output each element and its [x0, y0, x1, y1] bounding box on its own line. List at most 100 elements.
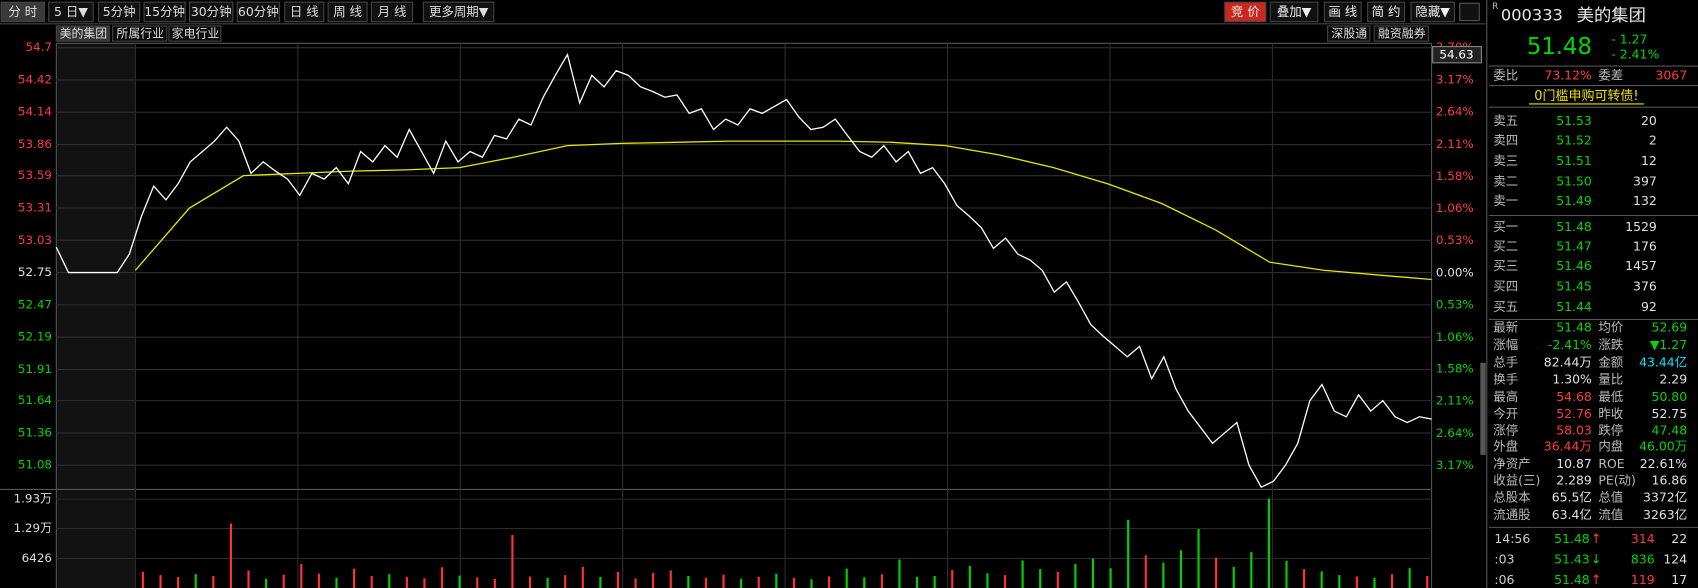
stat-label: 总值 — [1598, 490, 1623, 505]
avg-line — [134, 140, 1432, 281]
stat-value: 10.87 — [1556, 456, 1592, 471]
tab[interactable] — [112, 25, 168, 42]
period-label[interactable]: 5分钟 — [103, 4, 136, 19]
y2-tick-label: 1.06% — [1436, 201, 1474, 215]
stat-value: 58.03 — [1556, 422, 1592, 437]
period-label[interactable]: 30分钟 — [191, 4, 232, 19]
scrollbar[interactable] — [1480, 362, 1486, 455]
volume-bar — [1144, 555, 1147, 588]
volume-bar — [159, 575, 162, 588]
y-tick-label: 52.75 — [18, 265, 52, 279]
data-tab-label[interactable]: 融资融券 — [1378, 27, 1426, 41]
book-label: 卖二 — [1493, 173, 1518, 188]
period-button[interactable] — [188, 1, 234, 23]
period-button[interactable] — [327, 1, 368, 23]
trade-time: 14:56 — [1494, 531, 1530, 546]
tab[interactable] — [55, 25, 110, 42]
stat-label: 换手 — [1493, 372, 1518, 387]
period-button[interactable] — [284, 1, 325, 23]
tool-label[interactable]: 叠加▼ — [1277, 4, 1312, 19]
tool-button[interactable] — [1224, 1, 1267, 23]
stock-name: 美的集团 — [1577, 6, 1646, 26]
tool-button[interactable] — [1323, 1, 1362, 23]
period-button[interactable] — [422, 1, 495, 23]
book-label: 买一 — [1493, 219, 1518, 234]
period-button[interactable] — [143, 1, 186, 23]
period-label[interactable]: 60分钟 — [238, 4, 279, 19]
period-label[interactable]: 更多周期▼ — [429, 4, 489, 19]
tab-label[interactable]: 美的集团 — [60, 27, 108, 41]
volume-bar — [775, 573, 778, 588]
period-button[interactable] — [48, 1, 94, 23]
y2-tick-label: 3.17% — [1436, 458, 1474, 472]
trade-arrow: ↓ — [1591, 552, 1602, 567]
period-label[interactable]: 月 线 — [378, 4, 407, 19]
stat-value: 47.48 — [1652, 422, 1688, 437]
tool-button[interactable] — [1367, 1, 1406, 23]
stat-value: 82.44万 — [1544, 354, 1592, 369]
period-button[interactable] — [370, 1, 414, 23]
data-tab[interactable] — [1373, 25, 1429, 42]
data-tab-label[interactable]: 深股通 — [1331, 27, 1367, 41]
tab-label[interactable]: 家电行业 — [172, 27, 220, 41]
period-label[interactable]: 15分钟 — [144, 4, 185, 19]
volume-bar — [1355, 576, 1358, 588]
tool-button[interactable] — [1269, 1, 1319, 23]
period-label[interactable]: 分 时 — [8, 4, 37, 19]
stat-value: 2.289 — [1556, 472, 1592, 487]
trade-time: :03 — [1494, 551, 1514, 566]
volume-bar — [1003, 575, 1007, 588]
period-label[interactable]: 5 日▼ — [54, 4, 88, 19]
diff-label: 委差 — [1598, 67, 1623, 82]
period-label[interactable]: 周 线 — [333, 4, 362, 19]
trade-count: 17 — [1671, 572, 1687, 587]
fullscreen-button[interactable] — [1459, 2, 1480, 22]
cursor-price-box — [1432, 46, 1482, 64]
tool-label[interactable]: 画 线 — [1328, 4, 1357, 19]
diff: 3067 — [1655, 67, 1687, 82]
volume-tick-label: 1.29万 — [14, 521, 53, 535]
volume-bar — [880, 574, 883, 588]
data-tab[interactable] — [1327, 25, 1371, 42]
stat-value: 52.76 — [1556, 406, 1592, 421]
book-price: 51.51 — [1556, 153, 1592, 168]
tool-label[interactable]: 简 约 — [1372, 4, 1401, 19]
stat-value: 3263亿 — [1643, 507, 1687, 522]
tab[interactable] — [168, 25, 222, 42]
last-price: 51.48 — [1527, 34, 1592, 60]
stat-label: 均价 — [1598, 320, 1623, 335]
notice[interactable]: 0门槛申购可转债! — [1534, 88, 1638, 104]
volume-bar — [810, 579, 813, 588]
volume-bar — [704, 577, 708, 588]
volume-bar — [599, 576, 602, 588]
period-label[interactable]: 日 线 — [290, 4, 319, 19]
volume-bar — [1127, 519, 1130, 588]
y2-tick-label: 1.06% — [1436, 330, 1474, 344]
volume-bar — [1179, 550, 1183, 588]
stat-value: 3372亿 — [1643, 490, 1687, 505]
y-tick-label: 51.36 — [18, 425, 52, 439]
volume-bar — [493, 578, 496, 588]
tab-label[interactable]: 所属行业 — [116, 27, 164, 41]
tool-button[interactable] — [1410, 1, 1455, 23]
stat-label: 跌停 — [1598, 422, 1623, 437]
period-button[interactable] — [0, 1, 45, 23]
volume-bar — [1285, 560, 1288, 588]
trade-arrow: ↑ — [1591, 573, 1602, 588]
stat-label: 量比 — [1598, 372, 1623, 387]
period-button[interactable] — [98, 1, 141, 23]
y-tick-label: 51.08 — [18, 458, 52, 472]
trade-count: 22 — [1671, 531, 1687, 546]
tool-label[interactable]: 隐藏▼ — [1415, 4, 1450, 19]
period-button[interactable] — [236, 1, 280, 23]
stat-value: 22.61% — [1640, 456, 1688, 471]
book-volume: 397 — [1633, 173, 1657, 188]
trade-price: 51.48 — [1554, 572, 1590, 587]
tool-label[interactable]: 竞 价 — [1231, 4, 1260, 19]
volume-bar — [1320, 571, 1323, 588]
stat-value: 54.68 — [1556, 389, 1592, 404]
volume-bar — [229, 523, 233, 588]
stat-label: 流值 — [1598, 507, 1623, 522]
